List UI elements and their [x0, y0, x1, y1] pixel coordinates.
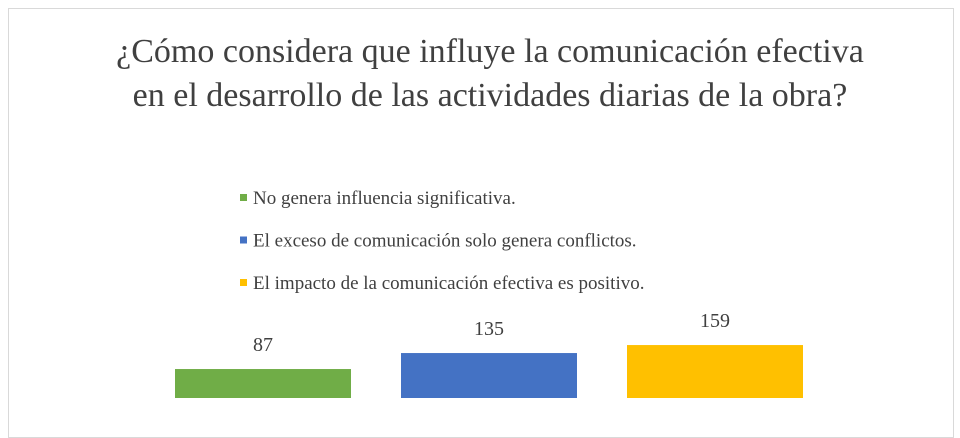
bar — [627, 345, 803, 398]
chart: No genera influencia significativa. 87 El … — [175, 188, 803, 398]
legend-label: El impacto de la comunicación efectiva e… — [253, 273, 644, 294]
page: ¿Cómo considera que influye la comunicac… — [8, 8, 954, 438]
legend-label: No genera influencia significativa. — [253, 188, 516, 209]
legend-swatch — [240, 194, 247, 201]
data-label: 135 — [474, 318, 504, 340]
legend-label: El exceso de comunicación solo genera co… — [253, 231, 637, 252]
bar — [175, 369, 351, 398]
data-label: 87 — [253, 334, 273, 356]
chart-title: ¿Cómo considera que influye la comunicac… — [116, 33, 864, 114]
legend-swatch — [240, 279, 247, 286]
legend-swatch — [240, 236, 247, 244]
bar — [401, 353, 577, 398]
data-label: 159 — [700, 310, 730, 332]
